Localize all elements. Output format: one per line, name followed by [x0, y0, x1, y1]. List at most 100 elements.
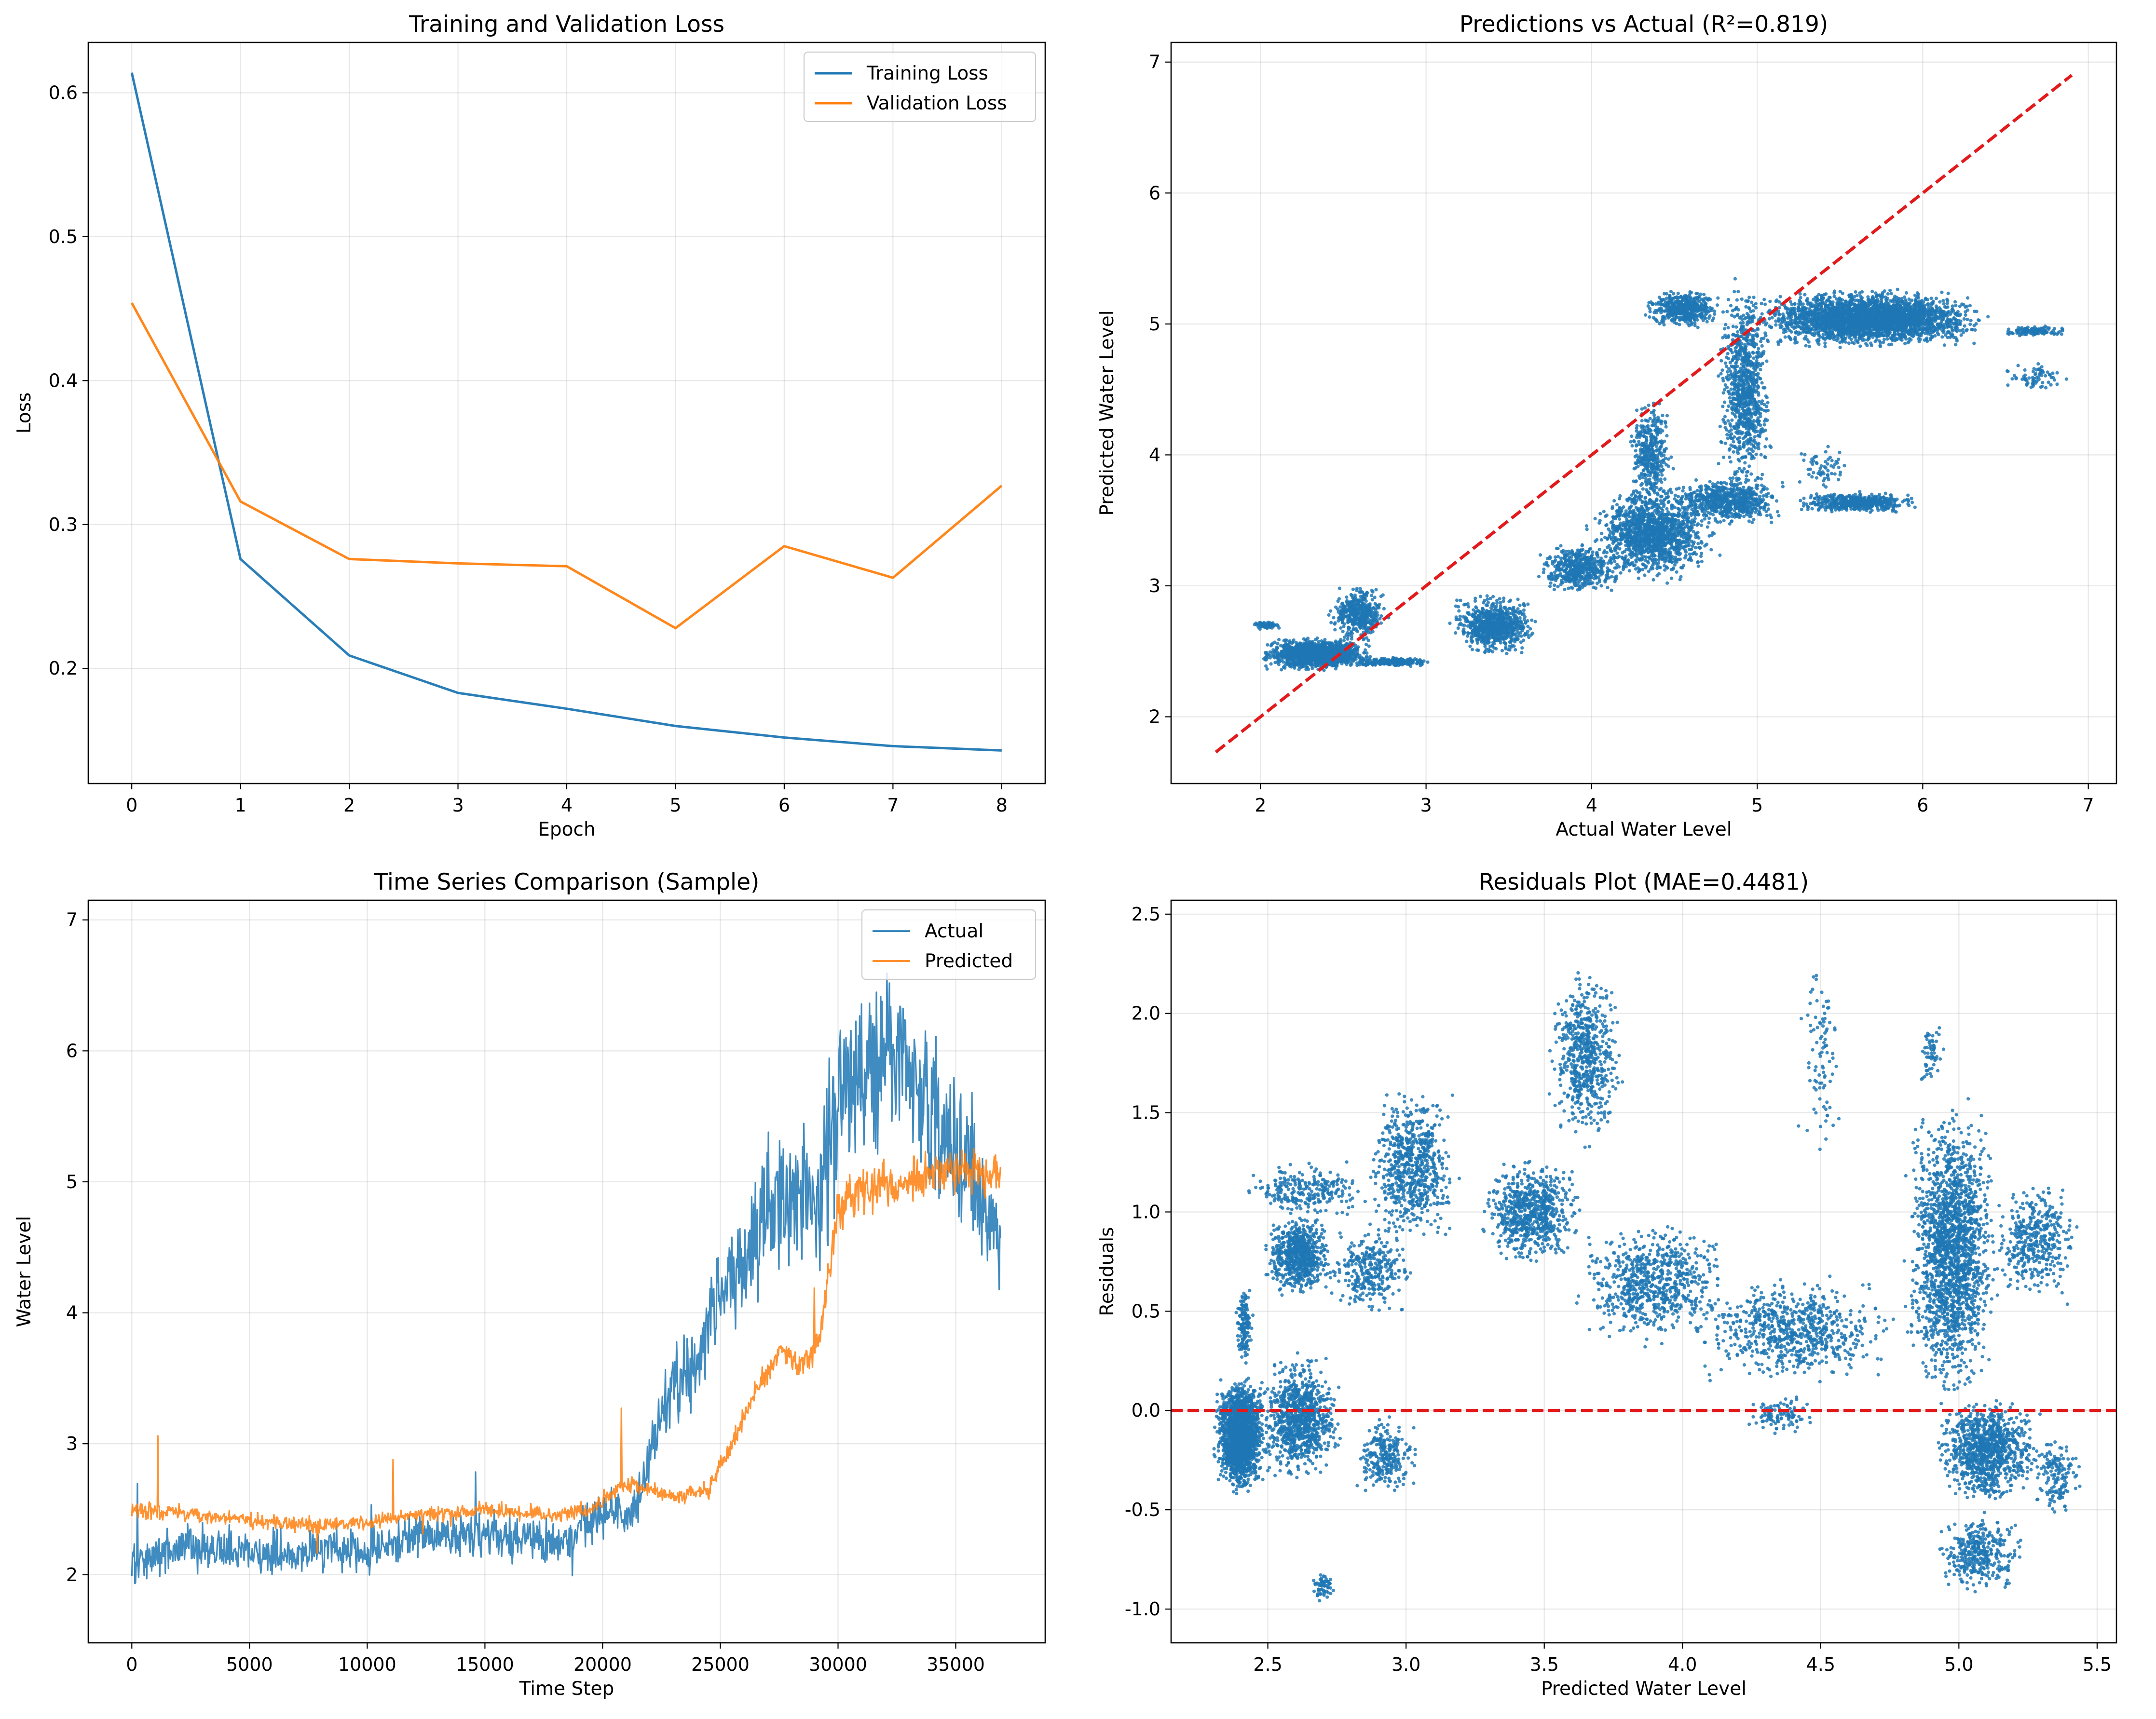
scatter-point: [1681, 540, 1685, 544]
scatter-point: [1460, 623, 1464, 627]
scatter-point: [1617, 509, 1621, 513]
scatter-point: [1339, 640, 1343, 644]
scatter-point: [1331, 662, 1335, 665]
scatter-point: [1346, 635, 1350, 638]
scatter-point: [1285, 658, 1289, 662]
scatter-point: [1350, 635, 1354, 638]
scatter-point: [1326, 652, 1330, 656]
scatter-point: [1479, 618, 1483, 622]
scatter-point: [1676, 551, 1680, 555]
scatter-point: [1682, 536, 1686, 540]
scatter-point: [1299, 665, 1303, 669]
scatter-point: [1347, 613, 1351, 617]
scatter-point: [1488, 610, 1492, 614]
scatter-point: [1352, 617, 1356, 621]
scatter-point: [1521, 626, 1525, 630]
scatter-point: [1623, 550, 1626, 554]
scatter-point: [1586, 561, 1590, 565]
scatter-point: [1415, 658, 1419, 662]
scatter-point: [1343, 657, 1347, 661]
scatter-point: [1507, 607, 1511, 610]
scatter-point: [1570, 573, 1574, 577]
scatter-point: [1619, 521, 1623, 525]
scatter-point: [1309, 653, 1313, 657]
scatter-point: [1590, 553, 1594, 557]
scatter-point: [1661, 524, 1665, 528]
scatter-point: [1337, 586, 1341, 590]
scatter-point: [1371, 622, 1375, 626]
scatter-point: [1345, 595, 1349, 599]
scatter-point: [1608, 529, 1612, 533]
scatter-point: [1669, 513, 1673, 517]
scatter-point: [1660, 545, 1664, 549]
scatter-point: [1290, 651, 1294, 655]
scatter-point: [1597, 547, 1601, 552]
scatter-point: [1653, 560, 1657, 564]
scatter-point: [1454, 615, 1458, 619]
scatter-point: [1256, 623, 1260, 626]
scatter-point: [1615, 514, 1619, 518]
scatter-point: [1352, 600, 1356, 604]
scatter-point: [1273, 640, 1277, 644]
scatter-point: [1490, 602, 1495, 606]
scatter-point: [1695, 523, 1699, 527]
scatter-point: [1351, 651, 1355, 655]
scatter-point: [1365, 594, 1368, 598]
scatter-point: [1509, 598, 1513, 602]
scatter-point: [1352, 649, 1356, 652]
scatter-point: [1709, 548, 1713, 552]
scatter-point: [1473, 612, 1477, 616]
scatter-point: [1677, 557, 1680, 561]
scatter-point: [1344, 661, 1348, 664]
scatter-point: [1584, 524, 1588, 528]
scatter-point: [1329, 621, 1333, 624]
scatter-point: [1273, 661, 1277, 664]
scatter-point: [1299, 649, 1303, 652]
scatter-point: [1483, 599, 1487, 603]
scatter-point: [1502, 621, 1506, 625]
scatter-point: [1602, 510, 1606, 514]
scatter-point: [1653, 517, 1657, 521]
scatter-point: [1336, 607, 1340, 611]
scatter-point: [1610, 588, 1613, 592]
scatter-point: [1615, 563, 1619, 567]
scatter-point: [1517, 634, 1521, 638]
scatter-point: [1466, 602, 1470, 606]
scatter-point: [1662, 541, 1666, 544]
scatter-point: [1280, 668, 1283, 672]
scatter-point: [1629, 533, 1633, 537]
scatter-point: [1591, 581, 1595, 585]
scatter-point: [1361, 620, 1365, 624]
scatter-point: [1457, 609, 1461, 613]
scatter-point: [1683, 556, 1687, 560]
scatter-point: [1366, 663, 1370, 666]
ticks: 0 1 2 3 4 5 6 7 80.20.30.40.50.6: [49, 82, 1008, 816]
scatter-point: [1611, 570, 1615, 574]
scatter-point: [1696, 513, 1700, 517]
scatter-point: [1675, 546, 1678, 550]
scatter-point: [1310, 666, 1314, 670]
scatter-point: [1553, 570, 1557, 574]
scatter-point: [1468, 644, 1472, 648]
scatter-point: [1556, 555, 1560, 558]
scatter-point: [1264, 664, 1268, 668]
scatter-point: [1501, 630, 1504, 634]
scatter-point: [1276, 642, 1280, 646]
scatter-point: [1530, 618, 1534, 622]
scatter-point: [1409, 661, 1413, 665]
scatter-point: [1477, 621, 1481, 625]
scatter-point: [1285, 649, 1289, 653]
scatter-point: [1655, 544, 1659, 548]
scatter-point: [1683, 548, 1687, 553]
scatter-point: [1376, 613, 1379, 617]
scatter-point: [1327, 613, 1331, 617]
scatter-point: [1363, 648, 1367, 652]
scatter-point: [1699, 523, 1703, 527]
scatter-point: [1308, 643, 1312, 647]
scatter-point: [1681, 545, 1685, 549]
scatter-point: [1697, 536, 1701, 540]
scatter-point: [1269, 625, 1272, 629]
scatter-point: [1515, 621, 1518, 624]
